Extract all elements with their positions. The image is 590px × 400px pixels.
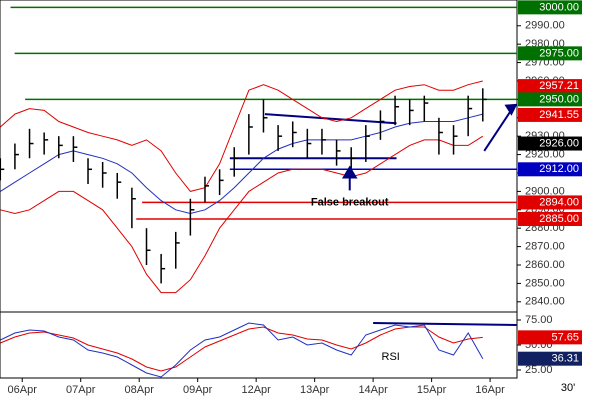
x-tick-label: 14Apr [358,384,388,396]
price-label: 2894.00 [539,196,579,208]
indicator-line [0,135,484,294]
price-label-box [518,92,582,107]
x-tick-label: 13Apr [300,384,330,396]
price-label-box [518,211,582,226]
x-tick-label: 06Apr [8,384,38,396]
price-label-box [518,0,582,15]
price-label-box [518,107,582,122]
annotation: False breakout [311,196,389,208]
price-label: 2975.00 [539,47,579,59]
y-tick-label: 2870.00 [525,240,565,252]
trendline [373,322,517,326]
y-tick-label: 2900.00 [525,185,565,197]
x-tick-label: 16Apr [475,384,505,396]
y-tick-label: 2850.00 [525,277,565,289]
price-label: 2912.00 [539,163,579,175]
price-label-box [518,136,582,151]
price-label-box [518,330,582,345]
price-label: 36.31 [551,353,579,365]
price-label: 2950.00 [539,93,579,105]
annotation-arrow [341,165,358,191]
indicator-line [0,80,483,192]
trendline [264,113,397,125]
price-label-box [518,351,582,366]
plot-frame [0,0,518,379]
timeframe: 30' [561,382,575,394]
x-tick-label: 07Apr [66,384,96,396]
x-tick-label: 15Apr [417,384,447,396]
arrow-head [504,103,518,116]
price-label: 2941.55 [539,109,579,121]
annotation: RSI [382,351,400,363]
x-tick-label: 09Apr [183,384,213,396]
price-label-box [518,46,582,61]
price-label: 3000.00 [539,1,579,13]
y-tick-label: 25.00 [525,364,553,376]
price-label: 2926.00 [539,137,579,149]
price-label-box [518,195,582,210]
y-tick-label: 75.00 [525,314,553,326]
rsi-line [0,326,483,372]
price-label-box [518,79,582,94]
y-tick-label: 2840.00 [525,296,565,308]
y-tick-label: 2860.00 [525,259,565,271]
trendline [483,106,515,152]
x-tick-label: 08Apr [125,384,155,396]
indicator-line [0,113,483,215]
price-label-box [518,162,582,177]
x-tick-label: 12Apr [241,384,271,396]
rsi-line [0,322,484,378]
price-label: 57.65 [551,331,579,343]
price-label: 2885.00 [539,213,579,225]
price-label: 2957.21 [539,80,579,92]
y-tick-label: 2990.00 [525,20,565,32]
y-tick-label: 2920.00 [525,148,565,160]
